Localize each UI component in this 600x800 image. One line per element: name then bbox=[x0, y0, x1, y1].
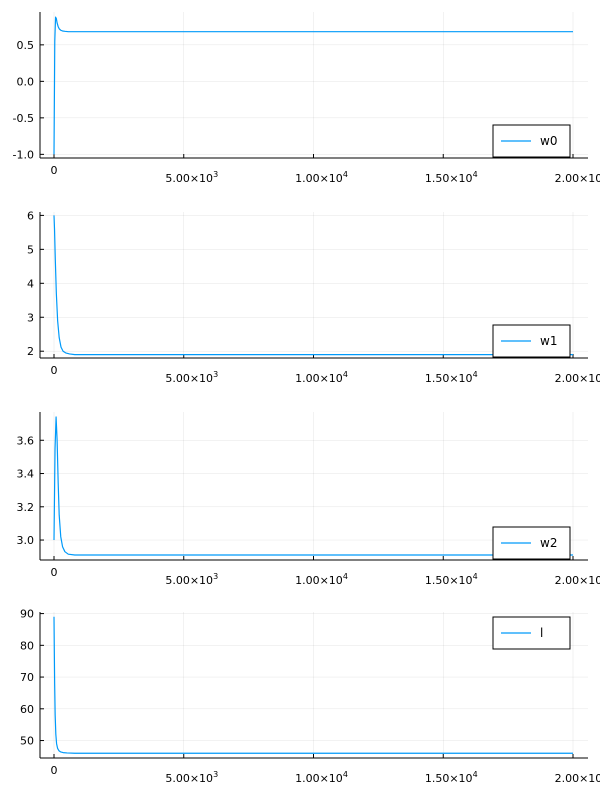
series-line-w1 bbox=[53, 215, 573, 356]
chart-panel-2: 3.03.23.43.605.00×103 1.00×104 1.50×104 2.0… bbox=[17, 412, 600, 587]
y-tick-label: 3.2 bbox=[17, 501, 35, 514]
x-tick-exponent: 3 bbox=[213, 572, 218, 581]
legend: w0 bbox=[492, 124, 571, 158]
y-tick-label: 50 bbox=[20, 735, 34, 748]
series-line-w2 bbox=[53, 416, 573, 556]
x-tick-label: 0 bbox=[51, 364, 58, 377]
x-tick-label: 0 bbox=[51, 164, 58, 177]
x-tick-mantissa: 1.50×10 bbox=[425, 372, 473, 385]
x-tick-mantissa: 5.00×10 bbox=[165, 372, 213, 385]
y-tick-label: -0.5 bbox=[13, 112, 34, 125]
x-tick-mantissa: 5.00×10 bbox=[165, 574, 213, 587]
x-tick-mantissa: 2.00×10 bbox=[555, 372, 600, 385]
y-tick-label: -1.0 bbox=[13, 148, 34, 161]
x-tick-mantissa: 5.00×10 bbox=[165, 172, 213, 185]
y-tick-label: 80 bbox=[20, 639, 34, 652]
x-tick-exponent: 4 bbox=[473, 370, 478, 379]
chart-panel-0: -1.0-0.50.00.505.00×103 1.00×104 1.50×104 2… bbox=[13, 12, 600, 185]
y-tick-label: 70 bbox=[20, 671, 34, 684]
x-tick-mantissa: 2.00×10 bbox=[555, 772, 600, 785]
x-tick-label: 5.00×103 bbox=[165, 770, 218, 785]
x-tick-exponent: 3 bbox=[213, 770, 218, 779]
x-tick-label: 1.00×104 bbox=[295, 370, 348, 385]
x-tick-mantissa: 1.50×10 bbox=[425, 172, 473, 185]
x-tick-label: 2.00×104 bbox=[555, 770, 600, 785]
x-tick-mantissa: 2.00×10 bbox=[555, 574, 600, 587]
y-tick-label: 3 bbox=[27, 311, 34, 324]
x-tick-label: 1.50×104 bbox=[425, 170, 478, 185]
legend-label: w1 bbox=[540, 334, 557, 348]
y-tick-label: 60 bbox=[20, 703, 34, 716]
y-tick-label: 6 bbox=[27, 209, 34, 222]
legend: l bbox=[492, 616, 571, 650]
y-tick-label: 90 bbox=[20, 608, 34, 621]
x-tick-exponent: 3 bbox=[213, 370, 218, 379]
x-tick-mantissa: 1.50×10 bbox=[425, 772, 473, 785]
x-tick-label: 0 bbox=[51, 566, 58, 579]
y-tick-label: 5 bbox=[27, 243, 34, 256]
x-tick-label: 0 bbox=[51, 764, 58, 777]
x-tick-exponent: 4 bbox=[473, 170, 478, 179]
x-tick-exponent: 3 bbox=[213, 170, 218, 179]
x-tick-label: 2.00×104 bbox=[555, 170, 600, 185]
x-tick-exponent: 4 bbox=[473, 572, 478, 581]
x-tick-exponent: 4 bbox=[343, 572, 348, 581]
legend: w2 bbox=[492, 526, 571, 560]
y-tick-label: 0.0 bbox=[17, 75, 35, 88]
x-tick-mantissa: 2.00×10 bbox=[555, 172, 600, 185]
x-tick-mantissa: 1.00×10 bbox=[295, 772, 343, 785]
x-tick-label: 1.00×104 bbox=[295, 572, 348, 587]
y-tick-label: 2 bbox=[27, 345, 34, 358]
x-tick-label: 1.50×104 bbox=[425, 770, 478, 785]
x-tick-label: 1.00×104 bbox=[295, 170, 348, 185]
x-tick-label: 1.00×104 bbox=[295, 770, 348, 785]
x-tick-exponent: 4 bbox=[473, 770, 478, 779]
legend-label: w0 bbox=[540, 134, 557, 148]
x-tick-mantissa: 1.00×10 bbox=[295, 372, 343, 385]
legend-label: l bbox=[540, 626, 543, 640]
series-line-w0 bbox=[53, 16, 573, 155]
x-tick-label: 1.50×104 bbox=[425, 572, 478, 587]
y-tick-label: 0.5 bbox=[17, 39, 35, 52]
y-tick-label: 3.6 bbox=[17, 434, 35, 447]
legend-label: w2 bbox=[540, 536, 557, 550]
x-tick-label: 2.00×104 bbox=[555, 572, 600, 587]
x-tick-label: 1.50×104 bbox=[425, 370, 478, 385]
legend: w1 bbox=[492, 324, 571, 358]
y-tick-label: 4 bbox=[27, 277, 34, 290]
x-tick-exponent: 4 bbox=[343, 770, 348, 779]
x-tick-label: 5.00×103 bbox=[165, 170, 218, 185]
series-line-l bbox=[53, 616, 573, 754]
y-tick-label: 3.0 bbox=[17, 534, 35, 547]
x-tick-label: 5.00×103 bbox=[165, 370, 218, 385]
x-tick-exponent: 4 bbox=[343, 370, 348, 379]
x-tick-label: 5.00×103 bbox=[165, 572, 218, 587]
x-tick-mantissa: 1.00×10 bbox=[295, 574, 343, 587]
x-tick-mantissa: 5.00×10 bbox=[165, 772, 213, 785]
x-tick-label: 2.00×104 bbox=[555, 370, 600, 385]
x-tick-mantissa: 1.50×10 bbox=[425, 574, 473, 587]
y-tick-label: 3.4 bbox=[17, 468, 35, 481]
x-tick-exponent: 4 bbox=[343, 170, 348, 179]
x-tick-mantissa: 1.00×10 bbox=[295, 172, 343, 185]
